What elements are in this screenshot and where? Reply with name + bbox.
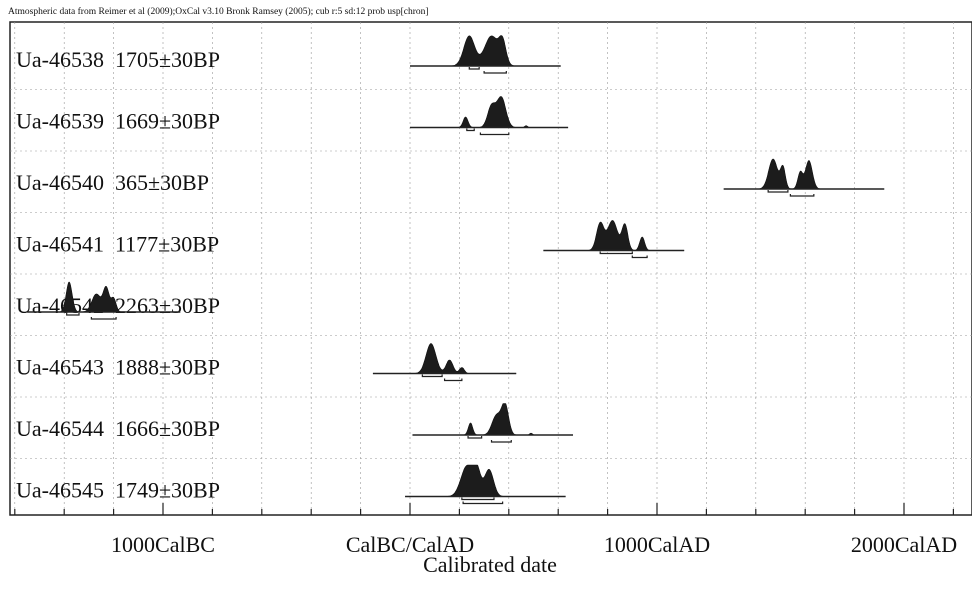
probability-distribution (405, 464, 566, 497)
range-bracket-1sigma (767, 190, 789, 193)
range-bracket-1sigma (599, 251, 633, 255)
sample-label: Ua-46542 2263±30BP (16, 293, 220, 318)
range-bracket-1sigma (461, 497, 495, 501)
probability-distribution (410, 96, 569, 128)
range-bracket-2sigma (462, 501, 504, 505)
axis-ticks (14, 503, 955, 515)
sample-label: Ua-46539 1669±30BP (16, 109, 220, 134)
probability-distribution (410, 35, 561, 67)
x-tick-label: CalBC/CalAD (346, 532, 474, 557)
probability-distribution (412, 403, 573, 436)
chart-header: Atmospheric data from Reimer et al (2009… (8, 6, 429, 17)
sample-row: Ua-46543 1888±30BP (16, 343, 517, 382)
sample-row: Ua-46540 365±30BP (16, 158, 885, 197)
range-bracket-2sigma (789, 194, 815, 197)
x-tick-label: 1000CalBC (111, 532, 215, 557)
sample-row: Ua-46538 1705±30BP (16, 35, 561, 74)
x-axis-title: Calibrated date (423, 552, 557, 577)
sample-label: Ua-46545 1749±30BP (16, 478, 220, 503)
range-bracket-1sigma (421, 374, 443, 378)
grid-lines (10, 22, 972, 515)
sample-row: Ua-46545 1749±30BP (16, 464, 566, 505)
x-tick-labels: 1000CalBC CalBC/CalAD 1000CalAD 2000CalAD (111, 532, 957, 557)
plot-frame (9, 21, 972, 516)
x-tick-label: 2000CalAD (851, 532, 957, 557)
sample-label: Ua-46541 1177±30BP (16, 232, 219, 257)
sample-row: Ua-46539 1669±30BP (16, 96, 569, 136)
probability-distribution (723, 158, 885, 190)
range-bracket-1sigma (466, 128, 475, 132)
range-bracket-1sigma (66, 313, 80, 316)
x-tick-label: 1000CalAD (604, 532, 710, 557)
sample-row: Ua-46544 1666±30BP (16, 403, 574, 443)
sample-row: Ua-46541 1177±30BP (16, 220, 685, 259)
sample-label: Ua-46538 1705±30BP (16, 47, 220, 72)
sample-rows: Ua-46538 1705±30BP Ua-46539 1669±30BP Ua-4… (16, 35, 885, 505)
probability-distribution (543, 220, 685, 251)
range-bracket-2sigma (483, 71, 507, 74)
range-bracket-1sigma (468, 67, 480, 70)
range-bracket-2sigma (90, 317, 117, 320)
probability-distribution (372, 343, 517, 374)
range-bracket-2sigma (631, 255, 648, 259)
sample-label: Ua-46540 365±30BP (16, 170, 209, 195)
sample-label: Ua-46544 1666±30BP (16, 416, 220, 441)
sample-row: Ua-46542 2263±30BP (16, 281, 220, 320)
range-bracket-2sigma (479, 132, 510, 136)
range-bracket-1sigma (467, 436, 483, 439)
range-bracket-2sigma (490, 440, 512, 443)
sample-label: Ua-46543 1888±30BP (16, 355, 220, 380)
range-bracket-2sigma (443, 378, 463, 382)
